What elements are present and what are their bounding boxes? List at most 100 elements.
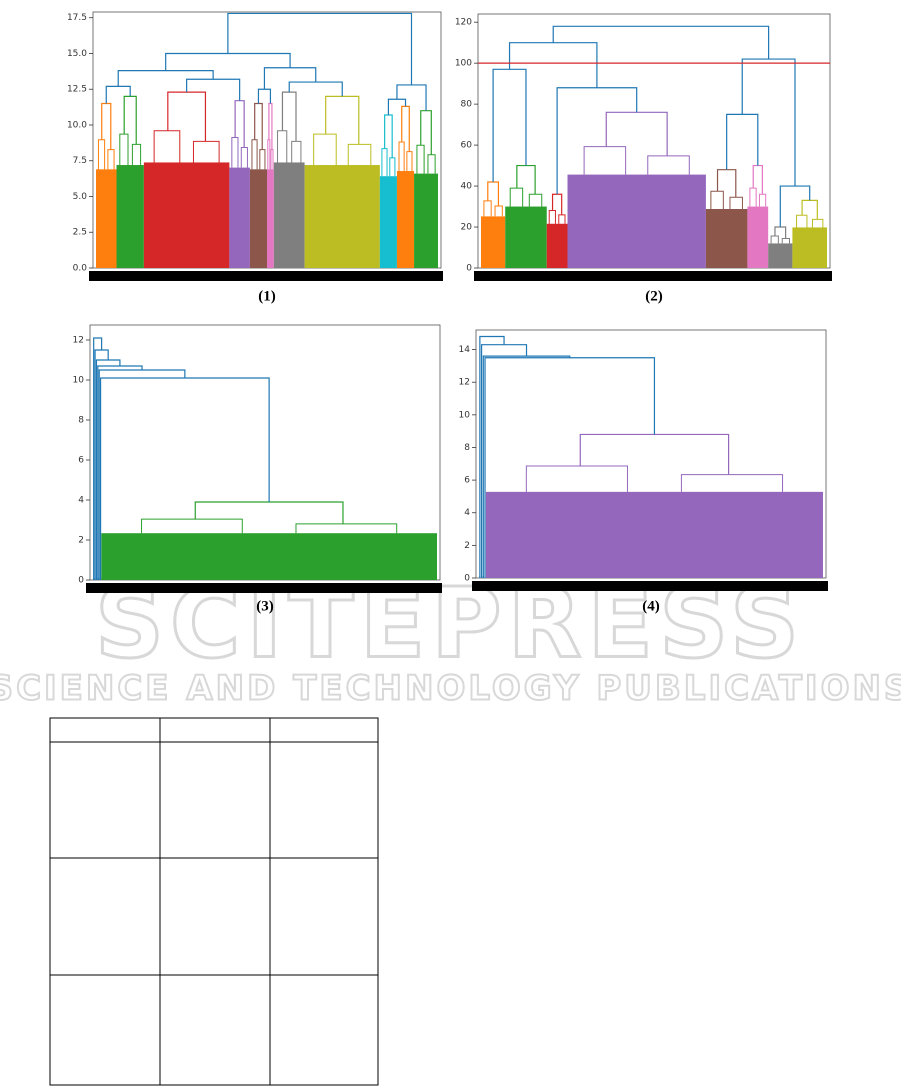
cluster-branch: [97, 139, 106, 170]
merge-link: [227, 12, 413, 85]
cluster-branch: [192, 140, 220, 163]
cluster-branch: [509, 187, 524, 207]
cluster-branch: [398, 141, 405, 172]
cluster-leaves: [768, 243, 793, 268]
cluster-link: [774, 226, 787, 239]
y-tick-label: 100: [455, 59, 472, 69]
y-tick-label: 0.0: [73, 264, 88, 274]
merge-link: [257, 88, 272, 104]
cluster-branch: [107, 149, 115, 170]
cluster-link: [801, 199, 818, 220]
cluster-branch: [406, 151, 413, 172]
cluster-branch: [381, 148, 388, 177]
y-tick-label: 4: [464, 508, 470, 518]
cluster-link: [384, 114, 393, 158]
merge-link: [263, 67, 317, 90]
cluster-branch: [558, 214, 566, 224]
cluster-branch: [811, 218, 824, 228]
merge-link: [779, 185, 811, 228]
y-tick-label: 2: [464, 541, 470, 551]
panel-caption: (1): [258, 288, 276, 304]
y-tick-label: 20: [461, 223, 473, 233]
panel-caption: (4): [642, 598, 660, 614]
cluster-branch: [347, 143, 372, 166]
y-tick-label: 17.5: [67, 13, 87, 23]
table-frame: [49, 717, 379, 1086]
cluster-branch: [494, 205, 503, 217]
leaf-label-band: [89, 271, 443, 281]
y-tick-label: 0: [78, 576, 84, 586]
cluster-link: [167, 91, 207, 142]
merge-link: [165, 52, 291, 71]
cluster-branch: [710, 190, 724, 210]
cluster-link: [268, 102, 273, 150]
cluster-leaves: [396, 171, 415, 268]
cluster-leaves: [792, 227, 827, 268]
y-tick-label: 15.0: [67, 49, 87, 59]
y-tick-label: 2.5: [73, 228, 87, 238]
cluster-branch: [427, 154, 436, 174]
cluster-branch: [291, 140, 302, 163]
cluster-link: [516, 164, 536, 195]
cluster-branch: [647, 155, 690, 175]
cluster-branch: [416, 144, 425, 174]
y-tick-label: 10: [73, 376, 85, 386]
cluster-branch: [153, 130, 181, 163]
cluster-leaves: [567, 174, 706, 268]
y-tick-label: 7.5: [73, 156, 87, 166]
merge-link: [117, 70, 214, 87]
cluster-branch: [548, 209, 556, 224]
merge-link: [93, 337, 103, 580]
y-tick-label: 8: [464, 443, 470, 453]
y-tick-label: 5.0: [73, 192, 88, 202]
cluster-branch: [259, 149, 266, 170]
y-tick-label: 10: [459, 410, 471, 420]
cluster-branch: [240, 147, 248, 168]
y-tick-label: 6: [78, 456, 84, 466]
cluster-leaves: [249, 169, 267, 268]
cluster-branch: [270, 149, 274, 170]
y-tick-label: 14: [459, 345, 471, 355]
y-tick-label: 6: [464, 476, 470, 486]
y-tick-label: 120: [455, 18, 472, 28]
cluster-branch: [781, 238, 790, 244]
cluster-link: [234, 100, 245, 148]
cluster-link: [579, 433, 730, 475]
leaf-label-band: [472, 581, 828, 591]
cluster-leaves: [414, 173, 438, 268]
cluster-link: [281, 91, 297, 142]
y-tick-label: 0: [466, 264, 472, 274]
merge-link: [186, 78, 241, 101]
cluster-link: [420, 110, 432, 155]
watermark-subtitle: SCIENCE AND TECHNOLOGY PUBLICATIONS: [0, 669, 901, 709]
cluster-branch: [528, 193, 543, 207]
cluster-link: [605, 111, 668, 156]
y-tick-label: 2: [78, 536, 84, 546]
cluster-leaves: [485, 491, 823, 578]
y-tick-label: 12: [73, 336, 84, 346]
cluster-link: [194, 501, 344, 524]
cluster-link: [254, 102, 263, 150]
cluster-branch: [313, 133, 337, 166]
y-tick-label: 12: [459, 378, 470, 388]
cluster-branch: [119, 133, 129, 166]
cluster-leaves: [505, 206, 547, 268]
y-tick-label: 40: [461, 182, 473, 192]
y-tick-label: 80: [461, 100, 473, 110]
cluster-leaves: [546, 223, 568, 268]
cluster-leaves: [379, 176, 397, 268]
cluster-link: [752, 164, 763, 195]
cluster-branch: [251, 139, 258, 170]
cluster-leaves: [96, 169, 117, 268]
cluster-branch: [267, 139, 271, 170]
cluster-branch: [141, 518, 243, 534]
table: [49, 717, 379, 1086]
merge-link: [741, 58, 796, 187]
merge-link: [552, 25, 770, 60]
cluster-branch: [583, 146, 627, 175]
cluster-branch: [389, 157, 396, 177]
cluster-leaves: [116, 165, 144, 268]
merge-link: [105, 85, 131, 104]
